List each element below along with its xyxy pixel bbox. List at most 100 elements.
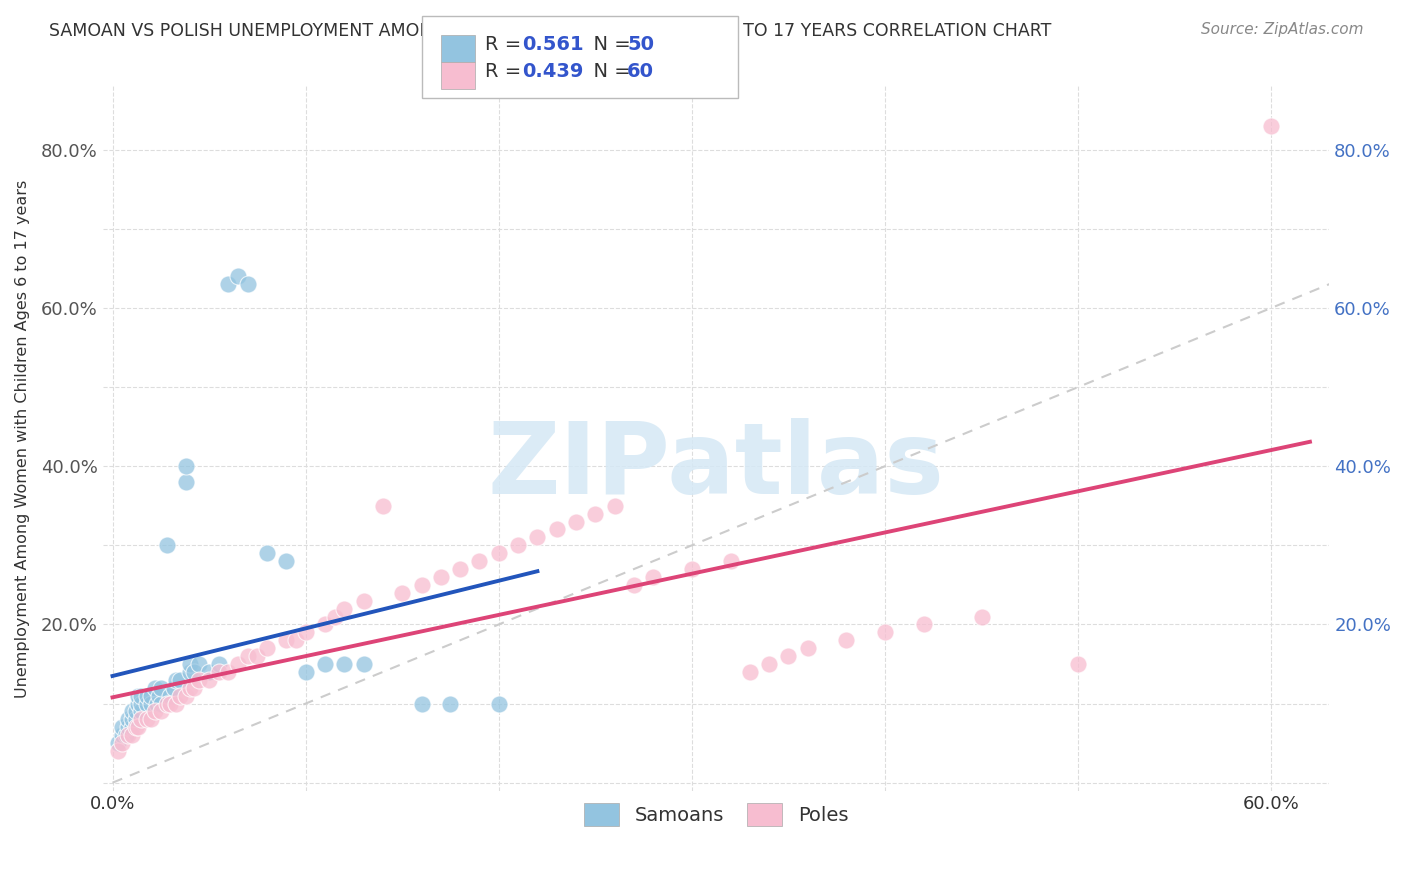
Point xyxy=(125,720,148,734)
Point xyxy=(208,657,231,671)
Point xyxy=(143,705,166,719)
Text: 50: 50 xyxy=(627,36,654,54)
Point xyxy=(294,625,316,640)
Point xyxy=(236,277,259,292)
Point xyxy=(136,712,159,726)
Point xyxy=(159,689,181,703)
Point xyxy=(111,720,134,734)
Point xyxy=(285,633,308,648)
Point xyxy=(121,705,143,719)
Point xyxy=(125,705,148,719)
Point xyxy=(111,728,134,742)
Point xyxy=(136,689,159,703)
Point xyxy=(217,277,239,292)
Point xyxy=(217,665,239,679)
Point xyxy=(681,562,703,576)
Point xyxy=(131,697,153,711)
Point xyxy=(159,697,181,711)
Point xyxy=(165,673,187,687)
Point xyxy=(411,578,433,592)
Point xyxy=(188,657,211,671)
Point xyxy=(314,657,336,671)
Point xyxy=(179,657,201,671)
Point xyxy=(155,697,177,711)
Point xyxy=(314,617,336,632)
Point xyxy=(797,641,820,656)
Point xyxy=(256,641,278,656)
Point xyxy=(127,689,149,703)
Point xyxy=(149,705,172,719)
Point xyxy=(246,649,269,664)
Point xyxy=(1067,657,1090,671)
Text: Source: ZipAtlas.com: Source: ZipAtlas.com xyxy=(1201,22,1364,37)
Point xyxy=(583,507,606,521)
Point xyxy=(183,681,205,695)
Point xyxy=(125,712,148,726)
Point xyxy=(411,697,433,711)
Point xyxy=(430,570,453,584)
Point xyxy=(169,689,191,703)
Text: 0.561: 0.561 xyxy=(522,36,583,54)
Point xyxy=(912,617,935,632)
Point xyxy=(127,720,149,734)
Point xyxy=(188,673,211,687)
Point xyxy=(353,657,375,671)
Point xyxy=(778,649,800,664)
Text: N =: N = xyxy=(581,62,637,81)
Point xyxy=(506,538,529,552)
Point xyxy=(121,720,143,734)
Point xyxy=(226,269,249,284)
Point xyxy=(873,625,896,640)
Point xyxy=(179,665,201,679)
Point xyxy=(276,633,298,648)
Point xyxy=(488,697,510,711)
Point xyxy=(139,697,162,711)
Point xyxy=(333,601,356,615)
Point xyxy=(565,515,588,529)
Point xyxy=(198,665,221,679)
Y-axis label: Unemployment Among Women with Children Ages 6 to 17 years: Unemployment Among Women with Children A… xyxy=(15,179,30,698)
Point xyxy=(449,562,471,576)
Point xyxy=(111,736,134,750)
Point xyxy=(148,689,170,703)
Point xyxy=(115,728,138,742)
Point xyxy=(146,697,169,711)
Point xyxy=(127,697,149,711)
Point xyxy=(139,712,162,726)
Text: 0.439: 0.439 xyxy=(522,62,583,81)
Point xyxy=(174,689,197,703)
Point xyxy=(603,499,626,513)
Point xyxy=(970,609,993,624)
Point xyxy=(165,697,187,711)
Point xyxy=(107,744,129,758)
Point xyxy=(1260,119,1282,133)
Point xyxy=(371,499,394,513)
Text: R =: R = xyxy=(485,62,527,81)
Point xyxy=(179,681,201,695)
Point xyxy=(174,459,197,474)
Point xyxy=(131,705,153,719)
Point xyxy=(208,665,231,679)
Point xyxy=(738,665,761,679)
Point xyxy=(294,665,316,679)
Point xyxy=(439,697,461,711)
Point xyxy=(643,570,665,584)
Text: 60: 60 xyxy=(627,62,654,81)
Point xyxy=(121,712,143,726)
Point xyxy=(353,593,375,607)
Point xyxy=(236,649,259,664)
Text: SAMOAN VS POLISH UNEMPLOYMENT AMONG WOMEN WITH CHILDREN AGES 6 TO 17 YEARS CORRE: SAMOAN VS POLISH UNEMPLOYMENT AMONG WOME… xyxy=(49,22,1052,40)
Point xyxy=(226,657,249,671)
Text: ZIPatlas: ZIPatlas xyxy=(488,418,945,516)
Point xyxy=(155,538,177,552)
Point xyxy=(107,736,129,750)
Point xyxy=(136,697,159,711)
Point xyxy=(149,697,172,711)
Point xyxy=(169,673,191,687)
Point xyxy=(131,689,153,703)
Point xyxy=(256,546,278,560)
Point xyxy=(526,530,548,544)
Text: N =: N = xyxy=(581,36,637,54)
Point xyxy=(488,546,510,560)
Point xyxy=(149,681,172,695)
